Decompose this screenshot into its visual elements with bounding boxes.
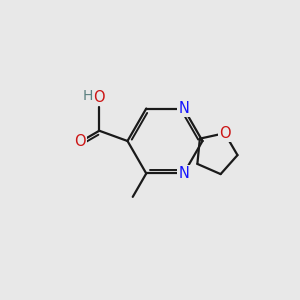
Text: O: O [219,126,230,141]
Text: N: N [178,166,189,181]
Text: N: N [178,101,189,116]
Text: O: O [94,90,105,105]
Text: H: H [83,89,93,103]
Text: O: O [74,134,85,149]
